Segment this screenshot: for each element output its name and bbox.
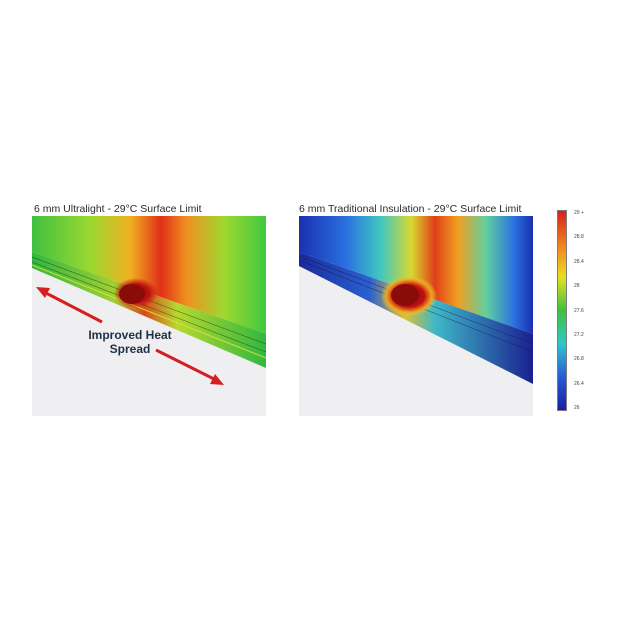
scale-tick-label: 26.8 bbox=[574, 356, 584, 363]
scale-tick-label: 28.4 bbox=[574, 258, 584, 265]
scale-tick-label: 28.8 bbox=[574, 234, 584, 241]
temperature-scale-bar bbox=[557, 210, 567, 411]
heat-spread-arrow-left bbox=[36, 287, 103, 324]
slab-top-surface bbox=[32, 216, 266, 334]
slab-front-edge bbox=[299, 252, 533, 384]
hot-spot-core bbox=[391, 284, 419, 306]
scale-tick-label: 26.4 bbox=[574, 380, 584, 387]
annotation-line-2: Spread bbox=[109, 342, 151, 356]
annotation-line-1: Improved Heat bbox=[88, 328, 172, 342]
ultralight-heatmap-panel bbox=[32, 216, 266, 416]
panel-title-traditional: 6 mm Traditional Insulation - 29°C Surfa… bbox=[299, 203, 522, 215]
traditional-slab-render bbox=[299, 216, 533, 416]
temperature-scale-labels: 29 + 28.8 28.4 28 27.6 27.2 26.8 26.4 26 bbox=[574, 206, 604, 414]
heat-spread-arrow-right bbox=[155, 348, 224, 385]
hot-spot-core bbox=[119, 284, 145, 304]
scale-tick-label: 27.2 bbox=[574, 331, 584, 338]
scale-tick-label: 27.6 bbox=[574, 307, 584, 314]
scale-tick-label: 28 bbox=[574, 283, 580, 290]
slab-front-edge bbox=[32, 252, 266, 368]
slab-top-surface bbox=[299, 216, 533, 334]
traditional-heatmap-panel bbox=[299, 216, 533, 416]
ultralight-slab-render bbox=[32, 216, 266, 416]
scale-tick-label: 29 + bbox=[574, 210, 584, 216]
scale-tick-label: 26 bbox=[574, 405, 580, 411]
improved-heat-spread-label: Improved Heat Spread bbox=[75, 328, 185, 356]
panel-title-ultralight: 6 mm Ultralight - 29°C Surface Limit bbox=[34, 203, 202, 215]
